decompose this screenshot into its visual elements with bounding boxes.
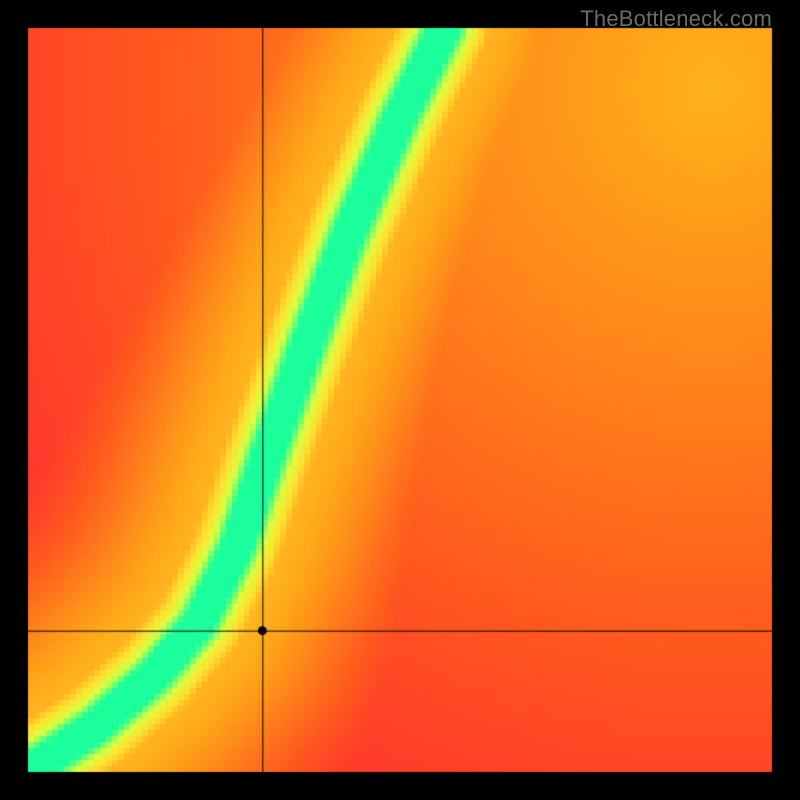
watermark-text: TheBottleneck.com (580, 6, 772, 32)
bottleneck-heatmap (0, 0, 800, 800)
chart-container: TheBottleneck.com (0, 0, 800, 800)
